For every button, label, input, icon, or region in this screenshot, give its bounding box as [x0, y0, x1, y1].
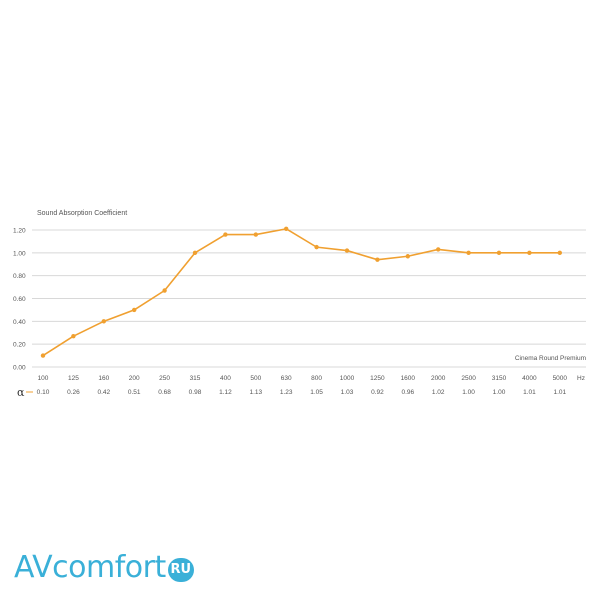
data-point	[71, 333, 76, 339]
alpha-value-label: 0.10	[37, 389, 50, 396]
alpha-value-label: 1.02	[432, 389, 445, 396]
data-point	[314, 244, 319, 250]
data-point	[162, 288, 167, 293]
data-point	[375, 257, 380, 262]
logo-ru-badge: RU	[167, 558, 194, 582]
alpha-value-label: 1.23	[280, 389, 293, 396]
data-point	[344, 248, 350, 253]
alpha-value-label: 0.51	[128, 389, 141, 396]
data-point	[40, 353, 46, 358]
x-tick-label: 1000	[340, 375, 355, 382]
x-tick-label: 400	[220, 375, 231, 382]
y-tick-labels: 0.00 0.20 0.40 0.60 0.80 1.00 1.20	[13, 228, 26, 372]
alpha-value-label: 0.68	[158, 389, 171, 396]
y-tick-label: 0.00	[13, 365, 26, 372]
x-tick-label: 800	[311, 375, 322, 382]
y-tick-label: 1.20	[13, 228, 26, 235]
data-point	[466, 250, 471, 256]
y-tick-label: 1.00	[13, 250, 26, 257]
y-tick-label: 0.80	[13, 273, 26, 280]
alpha-value-label: 0.26	[67, 389, 80, 396]
alpha-symbol: α	[17, 386, 25, 399]
data-point	[132, 307, 137, 313]
series-name-label: Cinema Round Premium	[515, 355, 586, 362]
data-point	[192, 250, 198, 256]
y-tick-label: 0.60	[13, 296, 26, 303]
alpha-value-label: 1.05	[310, 389, 323, 396]
alpha-value-label: 0.98	[189, 389, 202, 396]
data-point	[253, 232, 258, 237]
data-point	[557, 250, 562, 256]
x-tick-label: 1600	[401, 375, 416, 382]
data-point	[405, 254, 410, 259]
alpha-value-label: 1.00	[493, 389, 506, 396]
data-point	[527, 250, 532, 256]
y-tick-label: 0.40	[13, 319, 26, 326]
x-unit-label: Hz	[577, 375, 585, 382]
alpha-value-label: 1.03	[341, 389, 354, 396]
data-point	[436, 247, 441, 252]
alpha-value-label: 1.01	[523, 389, 536, 396]
data-point	[496, 250, 502, 256]
x-tick-label: 250	[159, 375, 170, 382]
logo-av-text: AV	[14, 550, 53, 585]
x-tick-label: 160	[98, 375, 109, 382]
data-points	[40, 226, 562, 358]
x-tick-label: 315	[190, 375, 201, 382]
x-tick-label: 5000	[553, 375, 568, 382]
data-point	[223, 232, 228, 237]
x-tick-label: 4000	[522, 375, 537, 382]
y-axis-title: Sound Absorption Coefficient	[37, 210, 127, 217]
x-tick-label: 125	[68, 375, 79, 382]
x-tick-label: 630	[281, 375, 292, 382]
x-tick-label: 2000	[431, 375, 446, 382]
x-tick-label: 500	[250, 375, 261, 382]
alpha-value-label: 0.92	[371, 389, 384, 396]
alpha-value-label: 0.96	[401, 389, 414, 396]
alpha-value-label: 0.42	[97, 389, 110, 396]
series-line	[42, 228, 560, 357]
x-tick-label: 2500	[461, 375, 476, 382]
y-tick-label: 0.20	[13, 342, 26, 349]
avcomfort-logo: AV comfort RU	[14, 552, 194, 584]
data-point	[101, 319, 107, 324]
x-tick-label: 1250	[370, 375, 385, 382]
data-point	[284, 226, 289, 232]
alpha-value-label: 1.00	[462, 389, 475, 396]
x-tick-labels: 100 125 160 200 250 315 400 500 630 800 1000 1250 16…	[38, 375, 568, 382]
logo-comfort-text: comfort	[52, 550, 166, 585]
series-polyline	[42, 228, 560, 357]
alpha-value-label: 1.01	[553, 389, 566, 396]
alpha-value-label: 1.13	[249, 389, 262, 396]
x-tick-label: 3150	[492, 375, 507, 382]
x-tick-label: 100	[38, 375, 49, 382]
grid-lines	[32, 229, 586, 368]
alpha-value-label: 1.12	[219, 389, 232, 396]
x-tick-label: 200	[129, 375, 140, 382]
alpha-value-labels: 0.10 0.26 0.42 0.51 0.68 0.98 1.12 1.13 1.23 1.05…	[37, 389, 567, 396]
